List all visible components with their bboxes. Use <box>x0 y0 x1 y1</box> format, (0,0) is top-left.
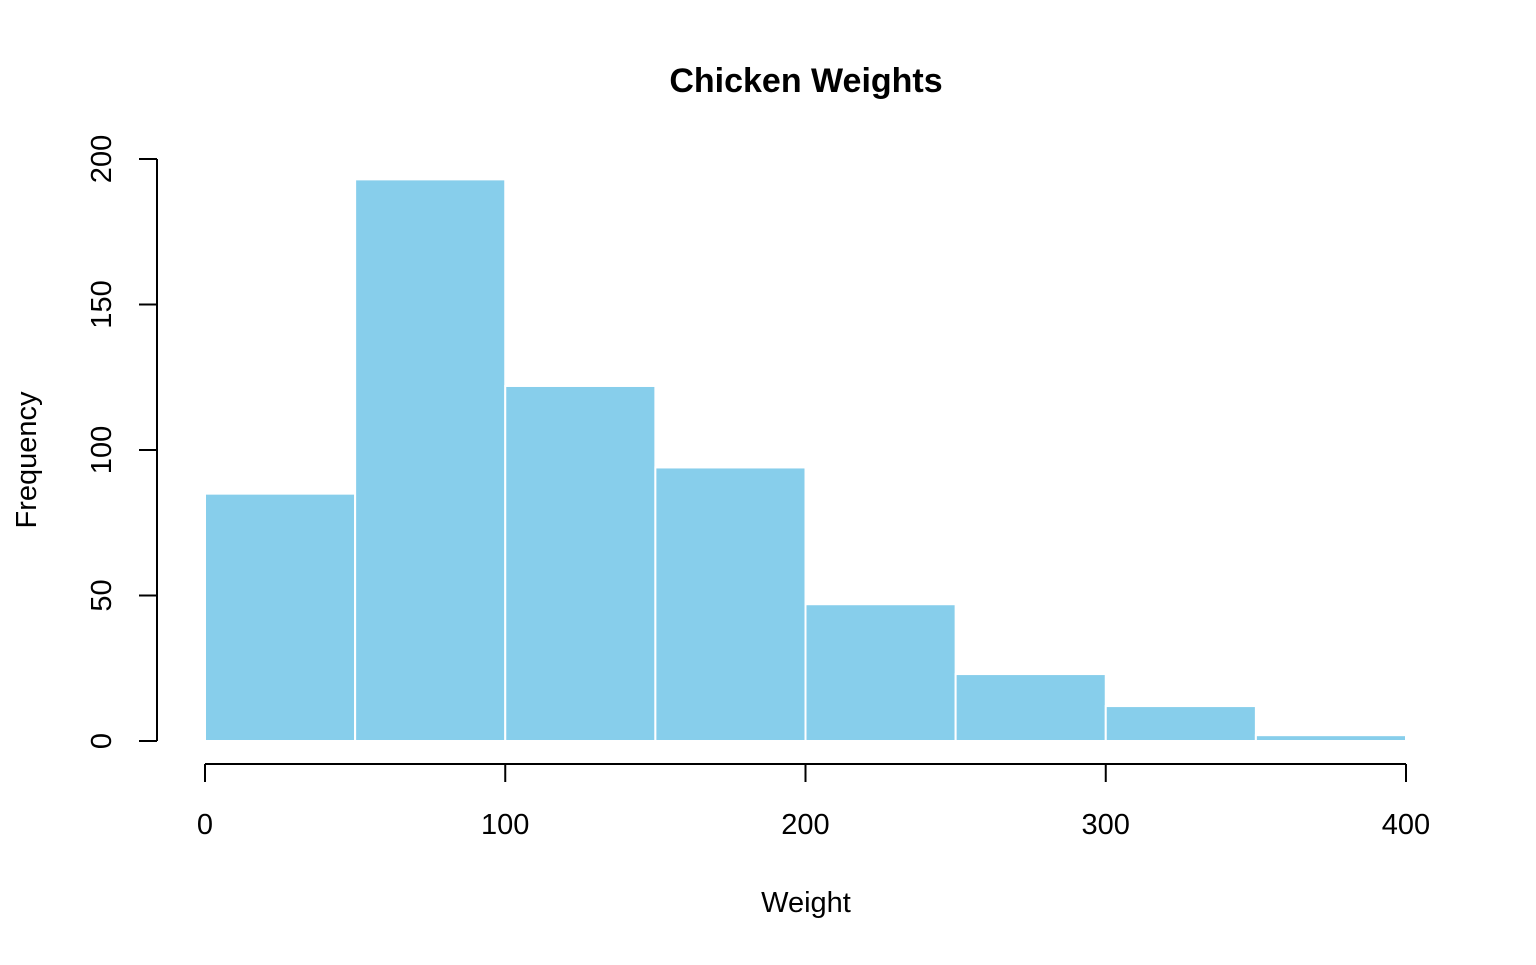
bars-group <box>204 178 1407 743</box>
histogram-bar <box>954 673 1107 743</box>
y-tick-label: 50 <box>86 579 118 611</box>
histogram-bar <box>1104 705 1257 743</box>
chart-title: Chicken Weights <box>669 62 942 100</box>
histogram-bar <box>1254 734 1407 742</box>
y-axis: 0 50 100 150 200 <box>86 135 158 749</box>
x-axis: 0 100 200 300 400 <box>197 763 1430 841</box>
histogram-bar <box>354 178 507 742</box>
x-tick-label: 100 <box>481 809 529 841</box>
x-tick-label: 0 <box>197 809 213 841</box>
y-tick-label: 150 <box>86 280 118 328</box>
y-tick-label: 100 <box>86 426 118 474</box>
histogram-bar <box>804 603 957 742</box>
y-tick-label: 0 <box>86 733 118 749</box>
y-axis-label: Frequency <box>11 391 43 529</box>
histogram-bar <box>204 492 357 742</box>
histogram-bar <box>654 466 807 742</box>
y-tick-label: 200 <box>86 135 118 183</box>
x-tick-label: 300 <box>1082 809 1130 841</box>
x-tick-label: 200 <box>781 809 829 841</box>
x-axis-label: Weight <box>761 887 851 919</box>
histogram-bar <box>504 384 657 742</box>
x-tick-label: 400 <box>1382 809 1430 841</box>
